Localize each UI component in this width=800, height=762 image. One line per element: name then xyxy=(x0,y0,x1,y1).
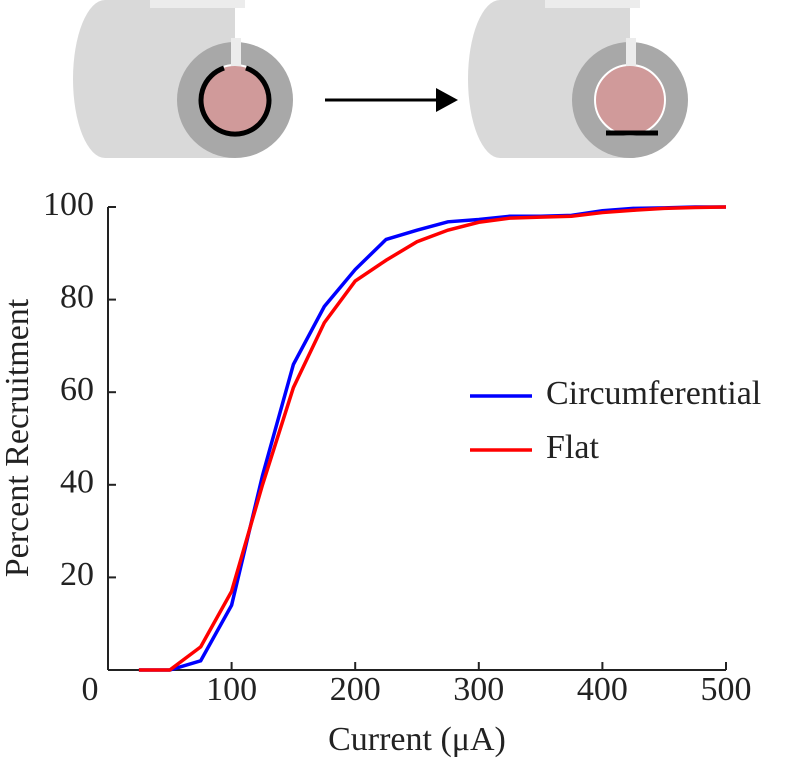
y-tick-label: 80 xyxy=(60,278,94,315)
x-tick-label: 300 xyxy=(453,671,504,708)
x-tick-label: 500 xyxy=(701,671,752,708)
x-tick-label: 0 xyxy=(82,671,99,708)
legend-label: Circumferential xyxy=(546,375,761,412)
x-tick-label: 100 xyxy=(206,671,257,708)
legend-label: Flat xyxy=(546,429,599,466)
y-tick-label: 20 xyxy=(60,556,94,593)
y-axis-label: Percent Recruitment xyxy=(0,298,36,577)
series-line xyxy=(138,205,726,672)
x-tick-label: 200 xyxy=(330,671,381,708)
y-tick-label: 100 xyxy=(43,186,94,223)
x-axis-label: Current (μA) xyxy=(328,721,506,758)
x-tick-label: 400 xyxy=(577,671,628,708)
illustration xyxy=(73,0,688,158)
y-tick-label: 60 xyxy=(60,371,94,408)
series-line xyxy=(138,205,727,672)
y-tick-label: 40 xyxy=(60,464,94,501)
